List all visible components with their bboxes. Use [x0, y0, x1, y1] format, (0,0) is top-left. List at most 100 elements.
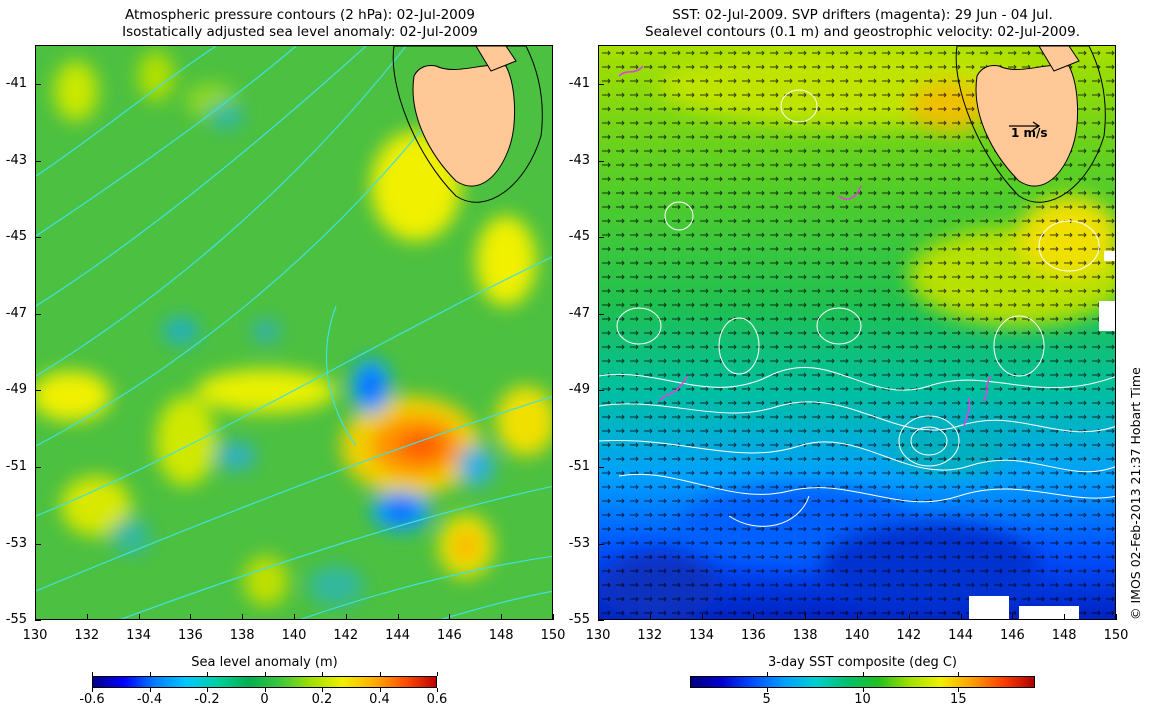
right-x-tick-label: 148: [1051, 628, 1077, 643]
axis-tick: [767, 672, 768, 676]
velocity-scale-arrow: [1009, 121, 1041, 131]
left-x-tick-label: 148: [488, 628, 514, 643]
right-y-tick-label: -43: [568, 152, 590, 168]
imos-credit: © IMOS 02-Feb-2013 21:37 Hobart Time: [1128, 367, 1143, 620]
axis-tick: [863, 672, 864, 676]
axis-tick: [449, 614, 450, 620]
left-x-tick-label: 136: [177, 628, 203, 643]
right-y-tick-label: -55: [568, 612, 590, 628]
left-y-tick-label: -53: [5, 535, 27, 551]
right-x-tick-label: 142: [896, 628, 922, 643]
svp-drifter-tracks: [618, 65, 992, 427]
right-title-line-1: SST: 02-Jul-2009. SVP drifters (magenta)…: [672, 7, 1053, 23]
left-colorbar-tick-label: -0.2: [194, 692, 220, 707]
sst-map: 1 m/s: [598, 45, 1116, 620]
axis-tick: [598, 390, 604, 391]
axis-tick: [35, 84, 41, 85]
axis-tick: [398, 614, 399, 620]
axis-tick: [380, 672, 381, 676]
right-y-tick-label: -45: [568, 229, 590, 245]
axis-tick: [190, 614, 191, 620]
axis-tick: [958, 672, 959, 676]
left-map-title: Atmospheric pressure contours (2 hPa): 0…: [30, 7, 570, 41]
sst-colorbar: [690, 676, 1035, 688]
right-x-tick-label: 136: [740, 628, 766, 643]
left-colorbar-tick-label: -0.4: [136, 692, 163, 707]
axis-tick: [805, 614, 806, 620]
right-x-tick-label: 132: [637, 628, 663, 643]
axis-tick: [150, 688, 151, 692]
velocity-scale-label: 1 m/s: [1011, 126, 1048, 140]
axis-tick: [294, 614, 295, 620]
left-colorbar-tick-label: 0.2: [311, 692, 333, 707]
axis-tick: [767, 688, 768, 692]
axis-tick: [598, 544, 604, 545]
right-map-title: SST: 02-Jul-2009. SVP drifters (magenta)…: [590, 7, 1135, 41]
axis-tick: [1064, 614, 1065, 620]
axis-tick: [242, 614, 243, 620]
axis-tick: [961, 614, 962, 620]
axis-tick: [265, 688, 266, 692]
pressure-contours: [36, 46, 552, 619]
right-x-tick-label: 130: [585, 628, 611, 643]
sea-level-anomaly-map: [35, 45, 553, 620]
left-colorbar-tick-label: -0.6: [79, 692, 105, 707]
right-y-tick-label: -49: [568, 382, 590, 398]
tasmania-landmass: [412, 64, 515, 187]
left-x-tick-label: 146: [436, 628, 462, 643]
left-colorbar-tick-label: 0: [260, 692, 269, 707]
left-x-tick-label: 142: [333, 628, 359, 643]
left-y-tick-label: -55: [5, 612, 27, 628]
axis-tick: [437, 672, 438, 676]
axis-tick: [35, 314, 41, 315]
left-title-line-1: Atmospheric pressure contours (2 hPa): 0…: [125, 7, 475, 23]
axis-tick: [1116, 614, 1117, 620]
left-x-tick-label: 132: [74, 628, 100, 643]
axis-tick: [958, 688, 959, 692]
axis-tick: [598, 614, 599, 620]
axis-tick: [598, 314, 604, 315]
axis-tick: [1012, 614, 1013, 620]
right-y-tick-label: -41: [568, 76, 590, 91]
axis-tick: [598, 161, 604, 162]
axis-tick: [35, 390, 41, 391]
right-y-tick-label: -51: [568, 459, 590, 474]
left-x-tick-label: 130: [22, 628, 48, 643]
axis-tick: [346, 614, 347, 620]
left-x-tick-label: 134: [126, 628, 151, 643]
left-colorbar-tick-label: 0.4: [369, 692, 390, 707]
sea-level-anomaly-field: [36, 46, 552, 619]
axis-tick: [87, 614, 88, 620]
axis-tick: [909, 614, 910, 620]
axis-tick: [857, 614, 858, 620]
left-y-tick-label: -51: [5, 459, 27, 474]
right-colorbar-tick-label: 15: [950, 692, 967, 707]
right-colorbar-title: 3-day SST composite (deg C): [767, 655, 958, 670]
right-colorbar-tick-label: 10: [854, 692, 871, 707]
axis-tick: [598, 237, 604, 238]
axis-tick: [863, 688, 864, 692]
right-x-tick-label: 138: [792, 628, 818, 643]
axis-tick: [35, 161, 41, 162]
left-y-tick-label: -47: [5, 305, 27, 321]
axis-tick: [702, 614, 703, 620]
sealevel-contours: [599, 89, 1115, 527]
axis-tick: [265, 672, 266, 676]
axis-tick: [92, 672, 93, 676]
sst-field: [599, 46, 1115, 619]
right-x-tick-label: 140: [844, 628, 870, 643]
axis-tick: [35, 467, 41, 468]
left-y-tick-label: -43: [5, 152, 27, 168]
axis-tick: [501, 614, 502, 620]
left-y-tick-label: -41: [5, 76, 27, 91]
left-y-tick-label: -49: [5, 382, 27, 398]
axis-tick: [139, 614, 140, 620]
axis-tick: [207, 672, 208, 676]
right-x-tick-label: 144: [948, 628, 973, 643]
axis-tick: [322, 672, 323, 676]
axis-tick: [650, 614, 651, 620]
right-y-tick-label: -47: [568, 305, 590, 321]
axis-tick: [598, 84, 604, 85]
axis-tick: [598, 467, 604, 468]
left-x-tick-label: 140: [281, 628, 307, 643]
